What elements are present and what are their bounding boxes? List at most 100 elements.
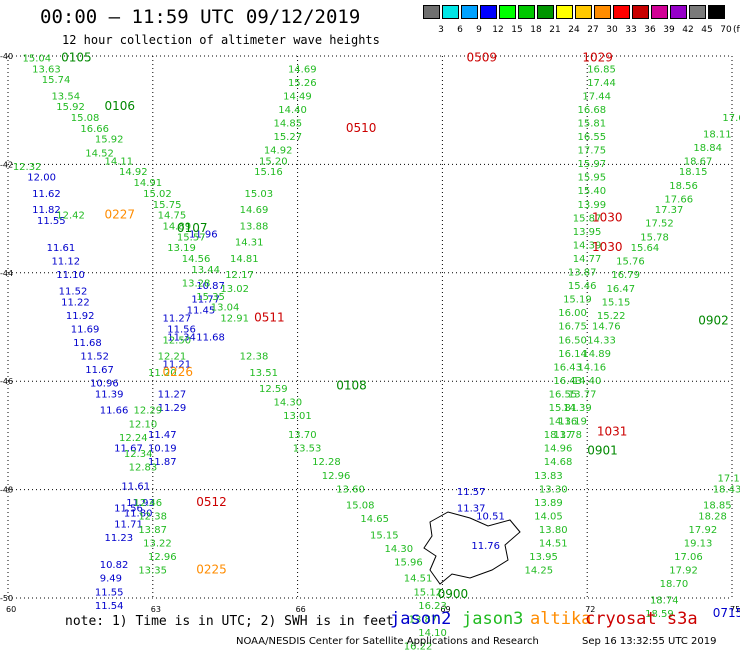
scale-label: 6 xyxy=(457,25,463,35)
pass-label: 0108 xyxy=(336,378,367,392)
data-point-label: 15.92 xyxy=(56,102,85,113)
data-point-label: 12.17 xyxy=(225,270,254,281)
data-point-label: 16.55 xyxy=(578,132,607,143)
data-point-label: 12.59 xyxy=(259,384,288,395)
data-point-label: 1031 xyxy=(597,424,628,438)
scale-label: 12 xyxy=(492,25,504,35)
scale-label: 3 xyxy=(438,25,444,35)
data-point-label: 16.00 xyxy=(558,308,587,319)
data-point-label: 13.88 xyxy=(240,221,269,232)
data-point-label: 15.96 xyxy=(394,557,423,568)
data-point-label: 0225 xyxy=(196,563,227,577)
data-point-label: 11.52 xyxy=(59,286,88,297)
data-point-label: 11.34 xyxy=(167,333,196,344)
scale-swatch xyxy=(594,5,611,19)
data-point-label: 11.67 xyxy=(85,365,114,376)
scale-label: 42 xyxy=(682,25,694,35)
page-subtitle: 12 hour collection of altimeter wave hei… xyxy=(62,33,380,47)
scale-label: 18 xyxy=(530,25,542,35)
scale-swatch xyxy=(442,5,459,19)
y-tick-label: -46 xyxy=(0,377,13,386)
island-outline xyxy=(423,511,521,585)
pass-label: 0902 xyxy=(698,313,729,327)
data-point-label: 13.99 xyxy=(578,200,607,211)
y-tick-label: -44 xyxy=(0,269,13,278)
data-point-label: 19.13 xyxy=(684,539,713,550)
data-point-label: 15.16 xyxy=(254,167,283,178)
data-point-label: 11.27 xyxy=(158,389,187,400)
data-point-label: 13.87 xyxy=(138,525,167,536)
data-point-label: 0226 xyxy=(162,365,193,379)
y-tick-label: -48 xyxy=(0,486,13,495)
data-point-label: 14.96 xyxy=(544,444,573,455)
data-point-label: 13.80 xyxy=(539,525,568,536)
scale-swatch xyxy=(556,5,573,19)
scale-swatch xyxy=(480,5,497,19)
data-point-label: 15.75 xyxy=(153,200,182,211)
data-point-label: 15.08 xyxy=(71,113,100,124)
data-point-label: 12.91 xyxy=(220,314,249,325)
data-point-label: 11.77 xyxy=(191,295,220,306)
data-point-label: 16.23 xyxy=(418,601,447,612)
pass-label: 0105 xyxy=(61,50,92,64)
data-point-label: 17.52 xyxy=(645,219,674,230)
data-point-label: 11.68 xyxy=(73,338,102,349)
data-point-label: 0509 xyxy=(467,50,498,64)
data-point-label: 11.27 xyxy=(162,314,191,325)
data-point-label: 12.42 xyxy=(56,211,85,222)
data-point-label: 12.21 xyxy=(158,352,187,363)
y-tick-label: -50 xyxy=(0,594,13,603)
data-point-label: 14.92 xyxy=(119,167,148,178)
data-point-label: 15.46 xyxy=(568,281,597,292)
data-point-label: 13.60 xyxy=(336,484,365,495)
scale-label: 39 xyxy=(663,25,675,35)
data-point-label: 9.49 xyxy=(100,574,122,585)
data-point-label: 15.35 xyxy=(196,292,225,303)
data-point-label: 14.68 xyxy=(544,457,573,468)
data-point-label: 16.43 xyxy=(553,362,582,373)
data-point-label: 16.14 xyxy=(558,349,587,360)
data-point-label: 11.37 xyxy=(457,503,486,514)
scale-swatch xyxy=(423,5,440,19)
data-point-label: 16.66 xyxy=(80,124,109,135)
data-point-label: 15.03 xyxy=(245,189,274,200)
data-point-label: 13.95 xyxy=(573,227,602,238)
data-point-label: 17.61 xyxy=(722,113,740,124)
data-point-label: 11.54 xyxy=(95,601,124,612)
data-point-label: 15.95 xyxy=(578,173,607,184)
data-point-label: 12.46 xyxy=(133,498,162,509)
scale-label: 70 xyxy=(720,25,732,35)
scale-swatch xyxy=(461,5,478,19)
data-point-label: 16.22 xyxy=(404,641,433,650)
footer-credit: NOAA/NESDIS Center for Satellite Applica… xyxy=(236,636,539,647)
data-point-label: 15.74 xyxy=(42,75,71,86)
data-point-label: 16.85 xyxy=(587,64,616,75)
pass-label: 0107 xyxy=(177,221,208,235)
data-point-label: 11.82 xyxy=(32,205,61,216)
data-point-label: 12.50 xyxy=(162,335,191,346)
data-point-label: 16.47 xyxy=(607,284,636,295)
data-point-label: 13.89 xyxy=(534,498,563,509)
x-tick-label: 63 xyxy=(151,605,161,614)
x-tick-label: 72 xyxy=(585,605,595,614)
data-point-label: 15.40 xyxy=(578,186,607,197)
scale-swatch xyxy=(651,5,668,19)
data-point-label: 18.70 xyxy=(660,579,689,590)
scale-swatch xyxy=(613,5,630,19)
data-point-label: 12.83 xyxy=(129,463,158,474)
data-point-label: 16.68 xyxy=(578,105,607,116)
data-point-label: 14.30 xyxy=(384,544,413,555)
data-point-label: 13.87 xyxy=(568,268,597,279)
data-point-label: 14.40 xyxy=(573,376,602,387)
data-point-label: 14.69 xyxy=(288,64,317,75)
data-point-label: 14.51 xyxy=(404,574,433,585)
scale-label: 9 xyxy=(476,25,482,35)
scale-swatch xyxy=(537,5,554,19)
data-point-label: 16.79 xyxy=(611,270,640,281)
data-point-label: 11.21 xyxy=(162,360,191,371)
data-point-label: 13.44 xyxy=(191,265,220,276)
data-point-label: 14.77 xyxy=(573,254,602,265)
x-tick-label: 75 xyxy=(730,605,740,614)
y-tick-label: -40 xyxy=(0,52,13,61)
